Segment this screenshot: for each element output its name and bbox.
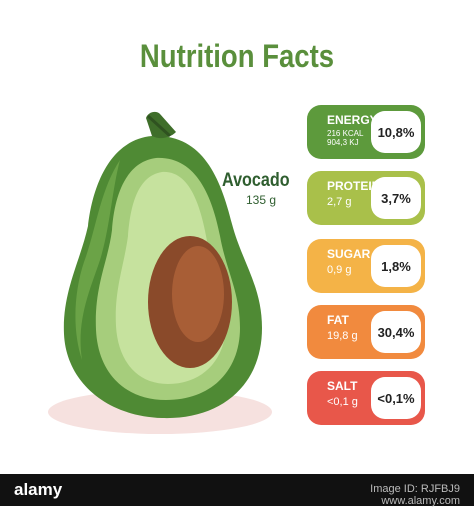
- food-name: Avocado: [222, 170, 290, 191]
- nutrient-label: FAT: [327, 313, 349, 327]
- avocado-illustration: [48, 111, 272, 434]
- nutrient-card-protein: PROTEIN 2,7 g 3,7%: [307, 171, 425, 225]
- image-id: Image ID: RJFBJ9: [370, 483, 460, 495]
- nutrient-amount: 19,8 g: [327, 330, 358, 342]
- avocado-skin-highlight: [75, 160, 120, 360]
- page-title: Nutrition Facts: [139, 38, 335, 74]
- avocado-pit-highlight: [172, 246, 224, 342]
- nutrient-percent: 30,4%: [371, 311, 421, 353]
- stem-icon: [146, 114, 172, 138]
- nutrient-percent: <0,1%: [371, 377, 421, 419]
- nutrient-amount-kj: 904,3 KJ: [327, 138, 359, 147]
- nutrient-label: ENERGY: [327, 113, 378, 127]
- nutrient-percent: 10,8%: [371, 111, 421, 153]
- site-url: www.alamy.com: [381, 495, 460, 507]
- nutrient-label: SUGAR: [327, 247, 371, 261]
- nutrient-card-sugar: SUGAR 0,9 g 1,8%: [307, 239, 425, 293]
- nutrient-label: PROTEIN: [327, 179, 381, 193]
- nutrient-label: SALT: [327, 379, 358, 393]
- avocado-stem: [146, 111, 176, 139]
- nutrient-percent: 1,8%: [371, 245, 421, 287]
- image-code: Image ID: RJFBJ9 www.alamy.com: [370, 483, 460, 507]
- nutrient-card-salt: SALT <0,1 g <0,1%: [307, 371, 425, 425]
- nutrient-card-energy: ENERGY 216 KCAL 904,3 KJ 10,8%: [307, 105, 425, 159]
- nutrient-amount-kcal: 216 KCAL: [327, 129, 364, 138]
- watermark-bar: alamy Image ID: RJFBJ9 www.alamy.com: [0, 474, 474, 507]
- nutrient-amount: 2,7 g: [327, 196, 352, 208]
- nutrient-percent: 3,7%: [371, 177, 421, 219]
- nutrient-amount: 0,9 g: [327, 264, 352, 276]
- nutrient-amount: <0,1 g: [327, 396, 358, 408]
- alamy-logo: alamy: [14, 480, 63, 499]
- food-weight: 135 g: [246, 193, 277, 207]
- nutrient-card-fat: FAT 19,8 g 30,4%: [307, 305, 425, 359]
